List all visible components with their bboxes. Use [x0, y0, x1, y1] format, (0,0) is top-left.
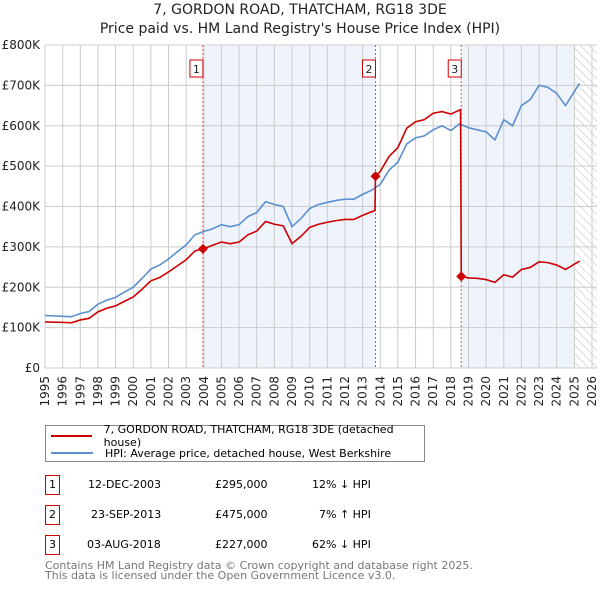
sale-price: £295,000 — [215, 478, 268, 491]
sale-date: 03-AUG-2018 — [87, 538, 161, 551]
x-tick-label: 2003 — [179, 376, 193, 407]
y-tick-label: £300K — [2, 240, 42, 254]
x-tick-label: 2012 — [338, 376, 352, 407]
sale-date: 23-SEP-2013 — [91, 508, 162, 521]
y-tick-label: £500K — [2, 159, 42, 173]
x-tick-label: 1999 — [109, 376, 123, 407]
y-tick-label: £200K — [2, 280, 42, 294]
sale-point — [197, 243, 208, 254]
x-tick-label: 2026 — [585, 376, 599, 407]
sale-delta: 7% ↑ HPI — [319, 508, 371, 521]
sale-date: 12-DEC-2003 — [88, 478, 162, 491]
series-line — [44, 108, 581, 324]
legend-swatch-blue — [51, 452, 93, 454]
x-tick-label: 2018 — [444, 376, 458, 407]
x-tick-label: 2023 — [532, 376, 546, 407]
x-tick-label: 2025 — [567, 376, 581, 407]
sale-number: 1 — [45, 475, 60, 495]
x-tick-label: 2022 — [514, 376, 528, 407]
legend-item-property: 7, GORDON ROAD, THATCHAM, RG18 3DE (deta… — [46, 423, 424, 449]
sale-price: £475,000 — [215, 508, 268, 521]
footer-line: This data is licensed under the Open Gov… — [45, 569, 396, 582]
sale-label-box — [189, 59, 204, 78]
y-tick-label: £400K — [2, 200, 42, 214]
y-tick-label: £100K — [2, 321, 42, 335]
sale-label: 2 — [365, 63, 372, 76]
sale-delta: 12% ↓ HPI — [312, 478, 371, 491]
x-tick-label: 1995 — [38, 376, 52, 407]
sale-label: 3 — [451, 63, 458, 76]
legend-item-hpi: HPI: Average price, detached house, West… — [46, 445, 391, 461]
x-tick-label: 2011 — [320, 376, 334, 407]
footer-line: Contains HM Land Registry data © Crown c… — [45, 559, 473, 572]
table-row: 1 12-DEC-2003 £295,000 12% ↓ HPI — [45, 475, 445, 495]
x-tick-label: 1997 — [73, 376, 87, 407]
footer: Contains HM Land Registry data © Crown c… — [45, 559, 473, 582]
x-tick-label: 2020 — [479, 376, 493, 407]
x-tick-label: 2024 — [550, 376, 564, 407]
sale-label: 1 — [193, 63, 200, 76]
x-tick-label: 1998 — [91, 376, 105, 407]
x-tick-label: 2000 — [126, 376, 140, 407]
sale-label-box — [361, 59, 376, 78]
x-tick-label: 2014 — [373, 376, 387, 407]
sale-delta: 62% ↓ HPI — [312, 538, 371, 551]
sale-number: 3 — [45, 535, 60, 555]
chart-title: 7, GORDON ROAD, THATCHAM, RG18 3DE — [153, 2, 447, 18]
legend: 7, GORDON ROAD, THATCHAM, RG18 3DE (deta… — [45, 423, 425, 462]
legend-swatch-red — [51, 435, 92, 437]
x-tick-label: 2008 — [267, 376, 281, 407]
sale-label-box — [447, 59, 462, 78]
legend-label: 7, GORDON ROAD, THATCHAM, RG18 3DE (deta… — [103, 423, 394, 449]
x-tick-label: 2001 — [144, 376, 158, 407]
sale-point — [370, 171, 381, 182]
x-tick-label: 2009 — [285, 376, 299, 407]
table-row: 2 23-SEP-2013 £475,000 7% ↑ HPI — [45, 505, 445, 525]
x-tick-label: 2015 — [391, 376, 405, 407]
sale-number: 2 — [45, 505, 60, 525]
sale-point — [456, 271, 467, 282]
y-tick-label: £800K — [2, 38, 42, 52]
x-tick-label: 2016 — [409, 376, 423, 407]
x-tick-label: 2019 — [461, 376, 475, 407]
y-tick-label: £0 — [25, 361, 40, 375]
x-tick-label: 2002 — [162, 376, 176, 407]
chart-subtitle: Price paid vs. HM Land Registry's House … — [99, 21, 501, 37]
y-tick-label: £700K — [2, 78, 42, 92]
y-tick-label: £600K — [2, 119, 42, 133]
x-tick-label: 2007 — [250, 376, 264, 407]
plot-area: 1995 1996 1997 1998 1999 2000 2001 2002 2003 2004… — [2, 38, 599, 407]
x-tick-label: 2013 — [356, 376, 370, 407]
x-tick-label: 2005 — [214, 376, 228, 407]
series-line — [44, 82, 581, 318]
sale-price: £227,000 — [215, 538, 268, 551]
table-row: 3 03-AUG-2018 £227,000 62% ↓ HPI — [45, 535, 445, 555]
x-tick-label: 2004 — [197, 376, 211, 407]
x-tick-label: 1996 — [56, 376, 70, 407]
x-tick-label: 2017 — [426, 376, 440, 407]
x-tick-label: 2021 — [497, 376, 511, 407]
legend-label: HPI: Average price, detached house, West… — [105, 446, 392, 460]
x-tick-label: 2010 — [303, 376, 317, 407]
x-tick-label: 2006 — [232, 376, 246, 407]
